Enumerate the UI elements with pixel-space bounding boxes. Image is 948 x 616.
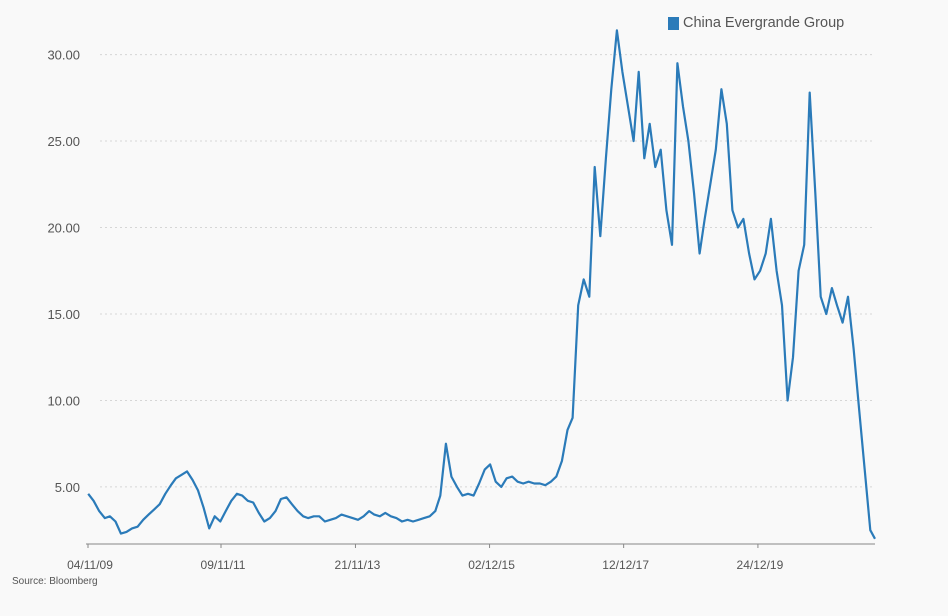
x-tick-label: 21/11/13 (335, 558, 381, 572)
x-tick-label: 02/12/15 (468, 558, 515, 572)
y-tick-label: 30.00 (47, 48, 80, 63)
y-tick-label: 5.00 (55, 480, 80, 495)
x-tick-label: 12/12/17 (602, 558, 649, 572)
x-axis-ticks: 04/11/09 09/11/11 21/11/13 02/12/15 12/12/17… (67, 544, 784, 572)
y-tick-label: 25.00 (47, 134, 80, 149)
y-tick-label: 10.00 (47, 393, 80, 408)
x-tick-label: 04/11/09 (67, 558, 113, 572)
y-axis-ticks: 5.00 10.00 15.00 20.00 25.00 30.00 (47, 48, 80, 495)
legend: China Evergrande Group (668, 15, 844, 31)
x-tick-label: 24/12/19 (737, 558, 784, 572)
x-tick-label: 09/11/11 (201, 558, 246, 572)
grid-lines (100, 54, 875, 488)
source-note: Source: Bloomberg (12, 576, 98, 587)
y-tick-label: 15.00 (47, 307, 80, 322)
series-line (87, 29, 876, 540)
legend-label: China Evergrande Group (683, 15, 845, 31)
y-tick-label: 20.00 (47, 221, 80, 236)
series-layer (87, 29, 876, 540)
legend-swatch-icon (668, 16, 679, 30)
